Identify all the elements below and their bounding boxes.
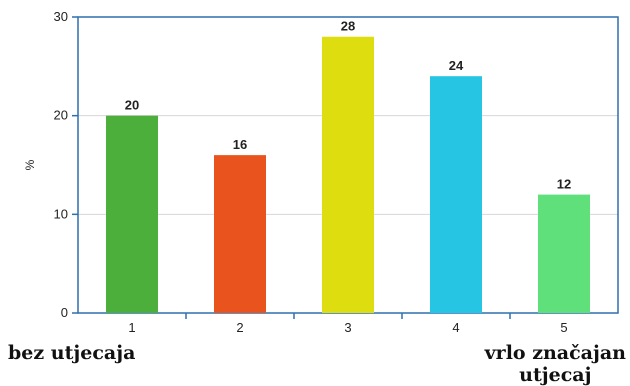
data-label-4: 24 <box>449 58 464 73</box>
bar-5 <box>538 194 590 313</box>
data-label-2: 16 <box>233 137 247 152</box>
y-tick-label: 10 <box>54 206 68 221</box>
x-tick-label-5: 5 <box>560 320 567 335</box>
y-tick-label: 20 <box>54 108 68 123</box>
data-label-3: 28 <box>341 19 355 34</box>
x-tick-label-3: 3 <box>344 320 351 335</box>
x-tick-label-4: 4 <box>452 320 459 335</box>
y-tick-label: 0 <box>61 305 68 320</box>
y-axis-label: % <box>23 159 37 170</box>
scale-low-label: bez utjecaja <box>8 342 136 364</box>
bar-1 <box>106 115 158 314</box>
bar-2 <box>214 155 266 313</box>
x-tick-label-2: 2 <box>236 320 243 335</box>
scale-high-label: vrlo značajan utjecaj <box>485 342 626 386</box>
scale-high-label-line1: vrlo značajan <box>484 342 626 364</box>
bar-3 <box>322 36 374 313</box>
bar-4 <box>430 76 482 313</box>
data-label-1: 20 <box>125 98 139 113</box>
data-label-5: 12 <box>557 177 571 192</box>
scale-high-label-line2: utjecaj <box>519 364 592 386</box>
x-tick-label-1: 1 <box>128 320 135 335</box>
y-tick-label: 30 <box>54 9 68 24</box>
